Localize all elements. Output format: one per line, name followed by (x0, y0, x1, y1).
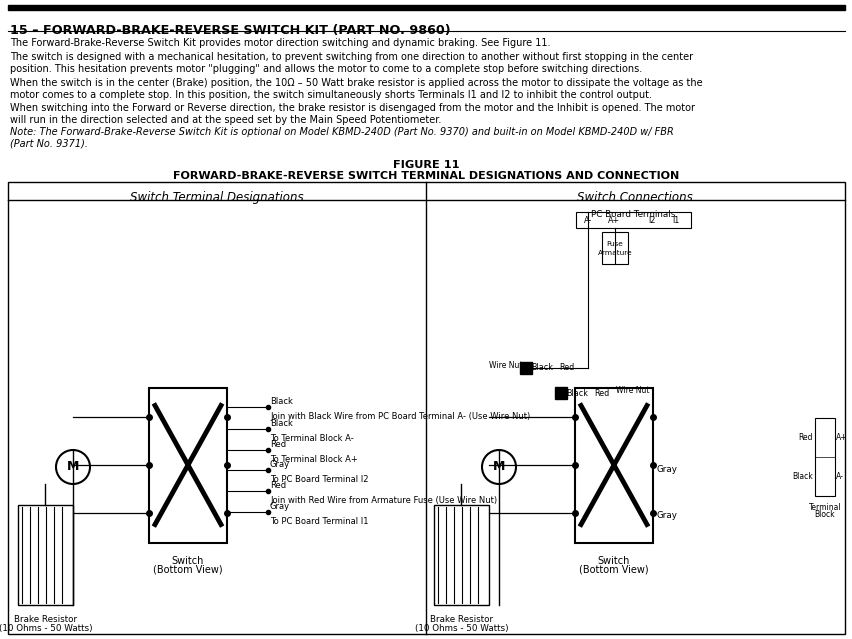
Text: Brake Resistor: Brake Resistor (14, 615, 77, 624)
Circle shape (56, 450, 90, 484)
Text: A+: A+ (835, 433, 847, 442)
Text: Gray: Gray (656, 465, 677, 475)
Text: Switch Terminal Designations: Switch Terminal Designations (130, 191, 303, 204)
Text: M: M (492, 461, 504, 473)
Text: Wire Nut: Wire Nut (489, 361, 522, 370)
Text: The switch is designed with a mechanical hesitation, to prevent switching from o: The switch is designed with a mechanical… (10, 52, 693, 73)
Text: Armature: Armature (597, 250, 631, 256)
Text: Black: Black (566, 389, 587, 397)
Text: Note: The Forward-Brake-Reverse Switch Kit is optional on Model KBMD-240D (Part : Note: The Forward-Brake-Reverse Switch K… (10, 127, 673, 149)
Text: A-: A- (835, 472, 843, 481)
Text: Black: Black (270, 419, 292, 428)
Text: Red: Red (270, 481, 285, 490)
Text: Gray: Gray (270, 502, 290, 511)
Text: Join with Black Wire from PC Board Terminal A- (Use Wire Nut): Join with Black Wire from PC Board Termi… (270, 412, 530, 421)
Text: FORWARD-BRAKE-REVERSE SWITCH TERMINAL DESIGNATIONS AND CONNECTION: FORWARD-BRAKE-REVERSE SWITCH TERMINAL DE… (173, 171, 678, 181)
Text: M: M (66, 461, 79, 473)
Bar (8, 5, 844, 10)
Bar (575, 212, 690, 228)
Text: To PC Board Terminal I2: To PC Board Terminal I2 (270, 475, 368, 484)
Text: Black: Black (792, 472, 812, 481)
Text: A+: A+ (607, 217, 619, 226)
Bar (814, 418, 834, 496)
Text: Wire Nut: Wire Nut (615, 386, 648, 395)
Bar (149, 387, 227, 543)
Text: Join with Red Wire from Armature Fuse (Use Wire Nut): Join with Red Wire from Armature Fuse (U… (270, 496, 497, 505)
Text: A-: A- (583, 217, 591, 226)
Text: Black: Black (270, 397, 292, 406)
Text: I2: I2 (648, 217, 655, 226)
Bar (434, 505, 488, 605)
Text: (Bottom View): (Bottom View) (579, 564, 648, 574)
Text: Black: Black (531, 364, 552, 373)
Text: Gray: Gray (656, 511, 677, 520)
Text: Switch: Switch (597, 555, 630, 566)
Text: I1: I1 (671, 217, 679, 226)
Bar (8, 182, 844, 634)
Text: Red: Red (593, 389, 608, 397)
Circle shape (481, 450, 515, 484)
Bar (602, 232, 627, 264)
Text: When switching into the Forward or Reverse direction, the brake resistor is dise: When switching into the Forward or Rever… (10, 103, 694, 125)
Text: To Terminal Block A-: To Terminal Block A- (270, 434, 354, 443)
Bar (574, 387, 653, 543)
Text: To Terminal Block A+: To Terminal Block A+ (270, 455, 357, 464)
Text: Fuse: Fuse (606, 241, 623, 247)
Text: 15 – FORWARD-BRAKE-REVERSE SWITCH KIT (PART NO. 9860): 15 – FORWARD-BRAKE-REVERSE SWITCH KIT (P… (10, 24, 450, 37)
Text: Switch Connections: Switch Connections (577, 191, 692, 204)
Text: To PC Board Terminal I1: To PC Board Terminal I1 (270, 517, 368, 526)
Text: (10 Ohms - 50 Watts): (10 Ohms - 50 Watts) (0, 624, 92, 633)
Text: Gray: Gray (270, 460, 290, 469)
Text: Switch: Switch (171, 555, 204, 566)
Text: When the switch is in the center (Brake) position, the 10Ω – 50 Watt brake resis: When the switch is in the center (Brake)… (10, 78, 702, 100)
Text: Red: Red (797, 433, 812, 442)
Text: (10 Ohms - 50 Watts): (10 Ohms - 50 Watts) (414, 624, 508, 633)
Text: Terminal: Terminal (808, 503, 840, 512)
Text: Block: Block (814, 510, 834, 519)
Bar (18, 505, 73, 605)
Text: FIGURE 11: FIGURE 11 (392, 160, 458, 170)
Text: The Forward-Brake-Reverse Switch Kit provides motor direction switching and dyna: The Forward-Brake-Reverse Switch Kit pro… (10, 38, 550, 48)
Text: (Bottom View): (Bottom View) (153, 564, 222, 574)
Text: PC Board Terminals: PC Board Terminals (590, 210, 675, 219)
Text: Red: Red (270, 440, 285, 449)
Text: Red: Red (558, 364, 573, 373)
Text: Brake Resistor: Brake Resistor (429, 615, 492, 624)
